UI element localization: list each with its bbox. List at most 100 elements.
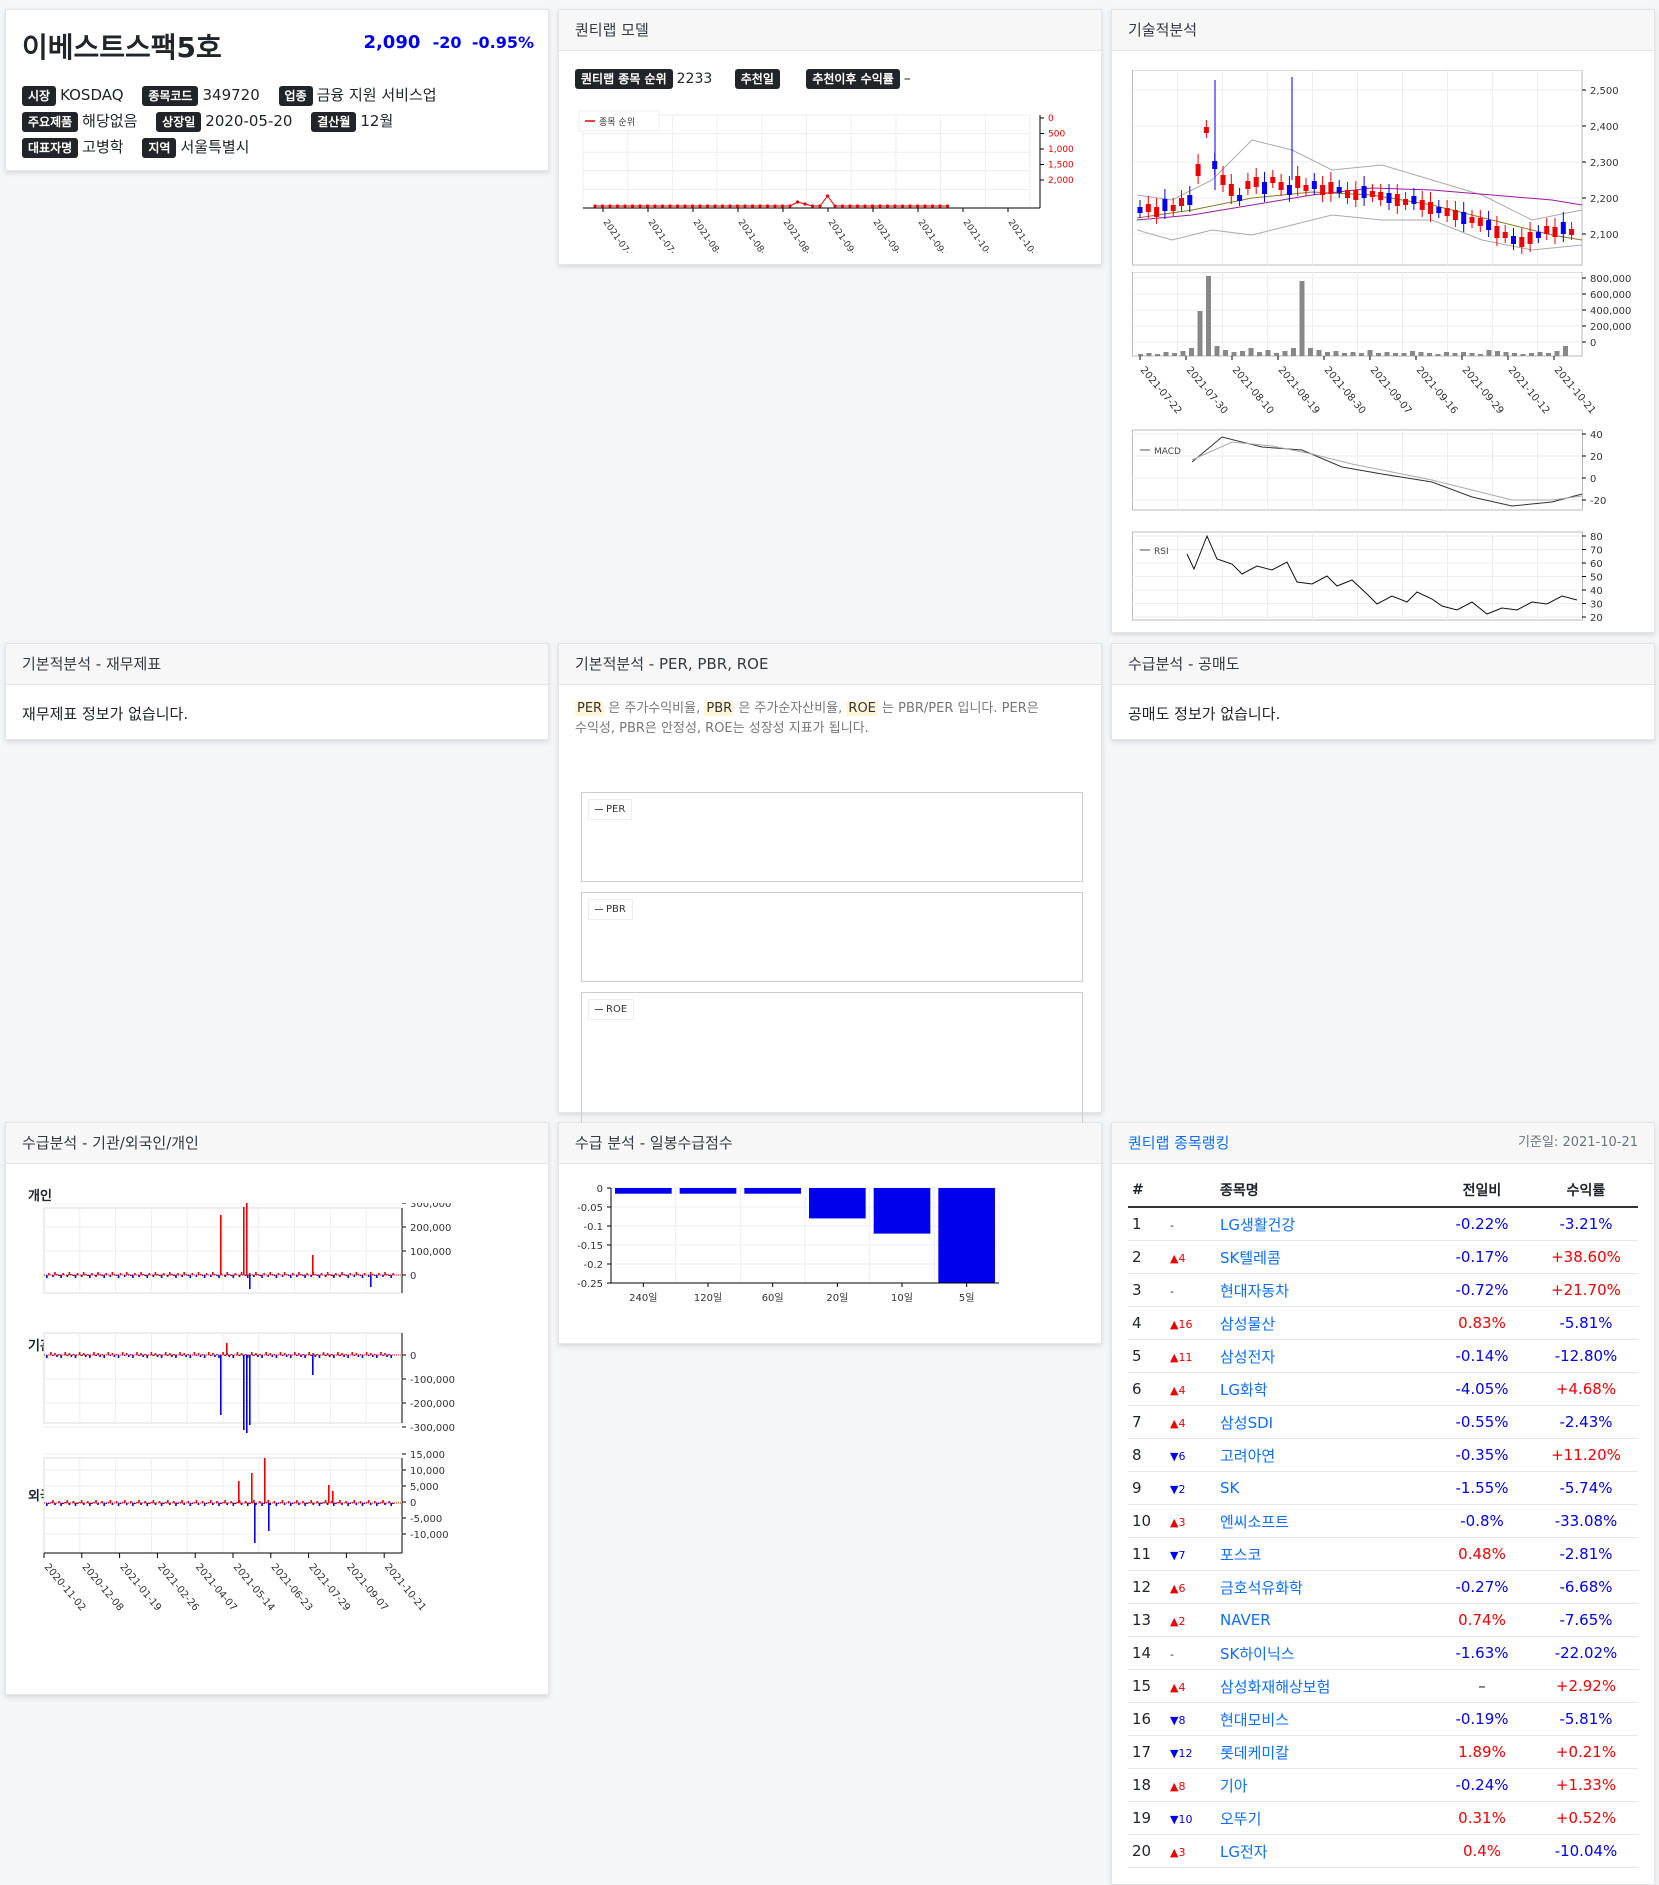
- stock-link[interactable]: 롯데케미칼: [1220, 1743, 1290, 1762]
- price-change-pct: -0.95%: [471, 33, 534, 52]
- volume-bar: [1563, 346, 1568, 356]
- col-change: [1160, 1174, 1216, 1208]
- undefined-bar: [97, 1272, 99, 1275]
- volume-bar: [1512, 353, 1517, 356]
- volume-bar: [1163, 352, 1169, 356]
- undefined-bar: [56, 1274, 58, 1275]
- stock-link[interactable]: SK하이닉스: [1220, 1644, 1295, 1663]
- stock-link[interactable]: 기아: [1220, 1776, 1248, 1795]
- undefined-bar: [382, 1500, 384, 1503]
- stock-link[interactable]: LG전자: [1220, 1842, 1268, 1861]
- undefined-bar: [187, 1275, 190, 1276]
- undefined-bar: [95, 1500, 97, 1503]
- undefined-bar: [189, 1275, 192, 1278]
- stock-link[interactable]: 삼성물산: [1220, 1314, 1276, 1333]
- candle-body: [1419, 200, 1425, 210]
- score-bar-240일: [615, 1188, 672, 1194]
- ranking-row: 13 ▲2 NAVER 0.74% -7.65%: [1128, 1603, 1638, 1637]
- undefined-bar: [78, 1352, 81, 1355]
- y-tick-label: 20: [1590, 613, 1603, 624]
- undefined-bar: [54, 1353, 56, 1355]
- undefined-bar: [76, 1273, 79, 1275]
- volume-bar: [1427, 353, 1432, 356]
- stock-link[interactable]: 현대자동차: [1220, 1281, 1290, 1300]
- rank-change: ▼12: [1160, 1735, 1216, 1769]
- ranking-title[interactable]: 퀀티랩 종목랭킹: [1128, 1134, 1230, 1152]
- volume-bar: [1376, 353, 1381, 356]
- stock-link[interactable]: 고려아연: [1220, 1446, 1276, 1465]
- undefined-bar: [261, 1503, 263, 1506]
- undefined-bar: [201, 1275, 204, 1276]
- undefined-bar: [154, 1503, 157, 1505]
- candle-body: [1162, 199, 1168, 211]
- y-tick-label: 0: [410, 1271, 416, 1282]
- undefined-bar: [52, 1275, 54, 1277]
- undefined-bar: [357, 1274, 360, 1275]
- stock-link[interactable]: 금호석유화학: [1220, 1578, 1303, 1597]
- stock-name-cell: LG화학: [1216, 1372, 1430, 1406]
- undefined-bar: [169, 1272, 171, 1275]
- undefined-bar: [193, 1502, 196, 1503]
- ranking-row: 5 ▲11 삼성전자 -0.14% -12.80%: [1128, 1339, 1638, 1373]
- rank-legend: [578, 110, 660, 132]
- undefined-bar: [314, 1274, 317, 1275]
- undefined-bar: [308, 1502, 310, 1503]
- stock-link[interactable]: 엔씨소프트: [1220, 1512, 1290, 1531]
- undefined-bar: [210, 1275, 212, 1277]
- rank-number: 8: [1128, 1438, 1160, 1472]
- undefined-bar: [146, 1503, 149, 1506]
- ratio-description: PER 은 주가수익비율, PBR 은 주가순자산비율, ROE 는 PBR/P…: [575, 701, 1039, 736]
- stock-name-cell: 기아: [1216, 1768, 1430, 1802]
- undefined-bar: [60, 1503, 62, 1506]
- rsi-legend: RSI: [1154, 547, 1169, 557]
- undefined-bar: [316, 1275, 319, 1276]
- undefined-bar: [130, 1501, 132, 1503]
- undefined-bar: [304, 1503, 306, 1506]
- undefined-bar: [267, 1275, 269, 1277]
- undefined-bar: [232, 1503, 235, 1506]
- stock-link[interactable]: 삼성화재해상보험: [1220, 1677, 1331, 1696]
- undefined-bar: [54, 1503, 56, 1505]
- undefined-bar: [46, 1503, 48, 1506]
- x-tick-label: 5일: [959, 1292, 975, 1304]
- rank-number: 7: [1128, 1405, 1160, 1439]
- undefined-bar: [355, 1353, 358, 1355]
- ranking-row: 11 ▼7 포스코 0.48% -2.81%: [1128, 1537, 1638, 1571]
- stock-link[interactable]: 삼성SDI: [1220, 1413, 1274, 1432]
- stock-link[interactable]: LG화학: [1220, 1380, 1268, 1399]
- stock-name-cell: 롯데케미칼: [1216, 1735, 1430, 1769]
- rank-legend-text: 종목 순위: [599, 117, 635, 128]
- stock-link[interactable]: LG생활건강: [1220, 1215, 1296, 1234]
- stock-link[interactable]: NAVER: [1220, 1611, 1271, 1629]
- stock-link[interactable]: 오뚜기: [1220, 1809, 1262, 1828]
- undefined-bar: [191, 1273, 194, 1275]
- day-change: -1.63%: [1430, 1636, 1534, 1670]
- day-change: -0.8%: [1430, 1504, 1534, 1538]
- undefined-bar: [240, 1503, 243, 1505]
- volume-bar: [1146, 353, 1152, 356]
- signal-line: [1191, 441, 1583, 501]
- undefined-bar: [353, 1355, 356, 1356]
- y-tick-label: 1,500: [1048, 161, 1074, 171]
- candle-body: [1245, 181, 1251, 189]
- undefined-bar: [324, 1500, 327, 1503]
- stock-link[interactable]: SK텔레콤: [1220, 1248, 1281, 1267]
- undefined-bar: [216, 1501, 218, 1503]
- stock-link[interactable]: 포스코: [1220, 1545, 1262, 1564]
- undefined-bar: [283, 1272, 286, 1275]
- undefined-bar: [70, 1274, 73, 1275]
- return-value: -33.08%: [1534, 1504, 1638, 1538]
- undefined-bar: [335, 1273, 337, 1275]
- x-tick-label: 20일: [826, 1292, 848, 1304]
- undefined-bar: [382, 1275, 384, 1277]
- stock-link[interactable]: 현대모비스: [1220, 1710, 1290, 1729]
- undefined-bar: [261, 1355, 263, 1358]
- stock-link[interactable]: 삼성전자: [1220, 1347, 1276, 1366]
- undefined-bar: [382, 1355, 384, 1356]
- undefined-bar: [296, 1275, 298, 1277]
- stock-link[interactable]: SK: [1220, 1479, 1240, 1497]
- undefined-bar: [169, 1503, 171, 1505]
- volume-bar: [1189, 348, 1194, 356]
- undefined-bar: [107, 1352, 110, 1355]
- no-short-message: 공매도 정보가 없습니다.: [1128, 705, 1281, 723]
